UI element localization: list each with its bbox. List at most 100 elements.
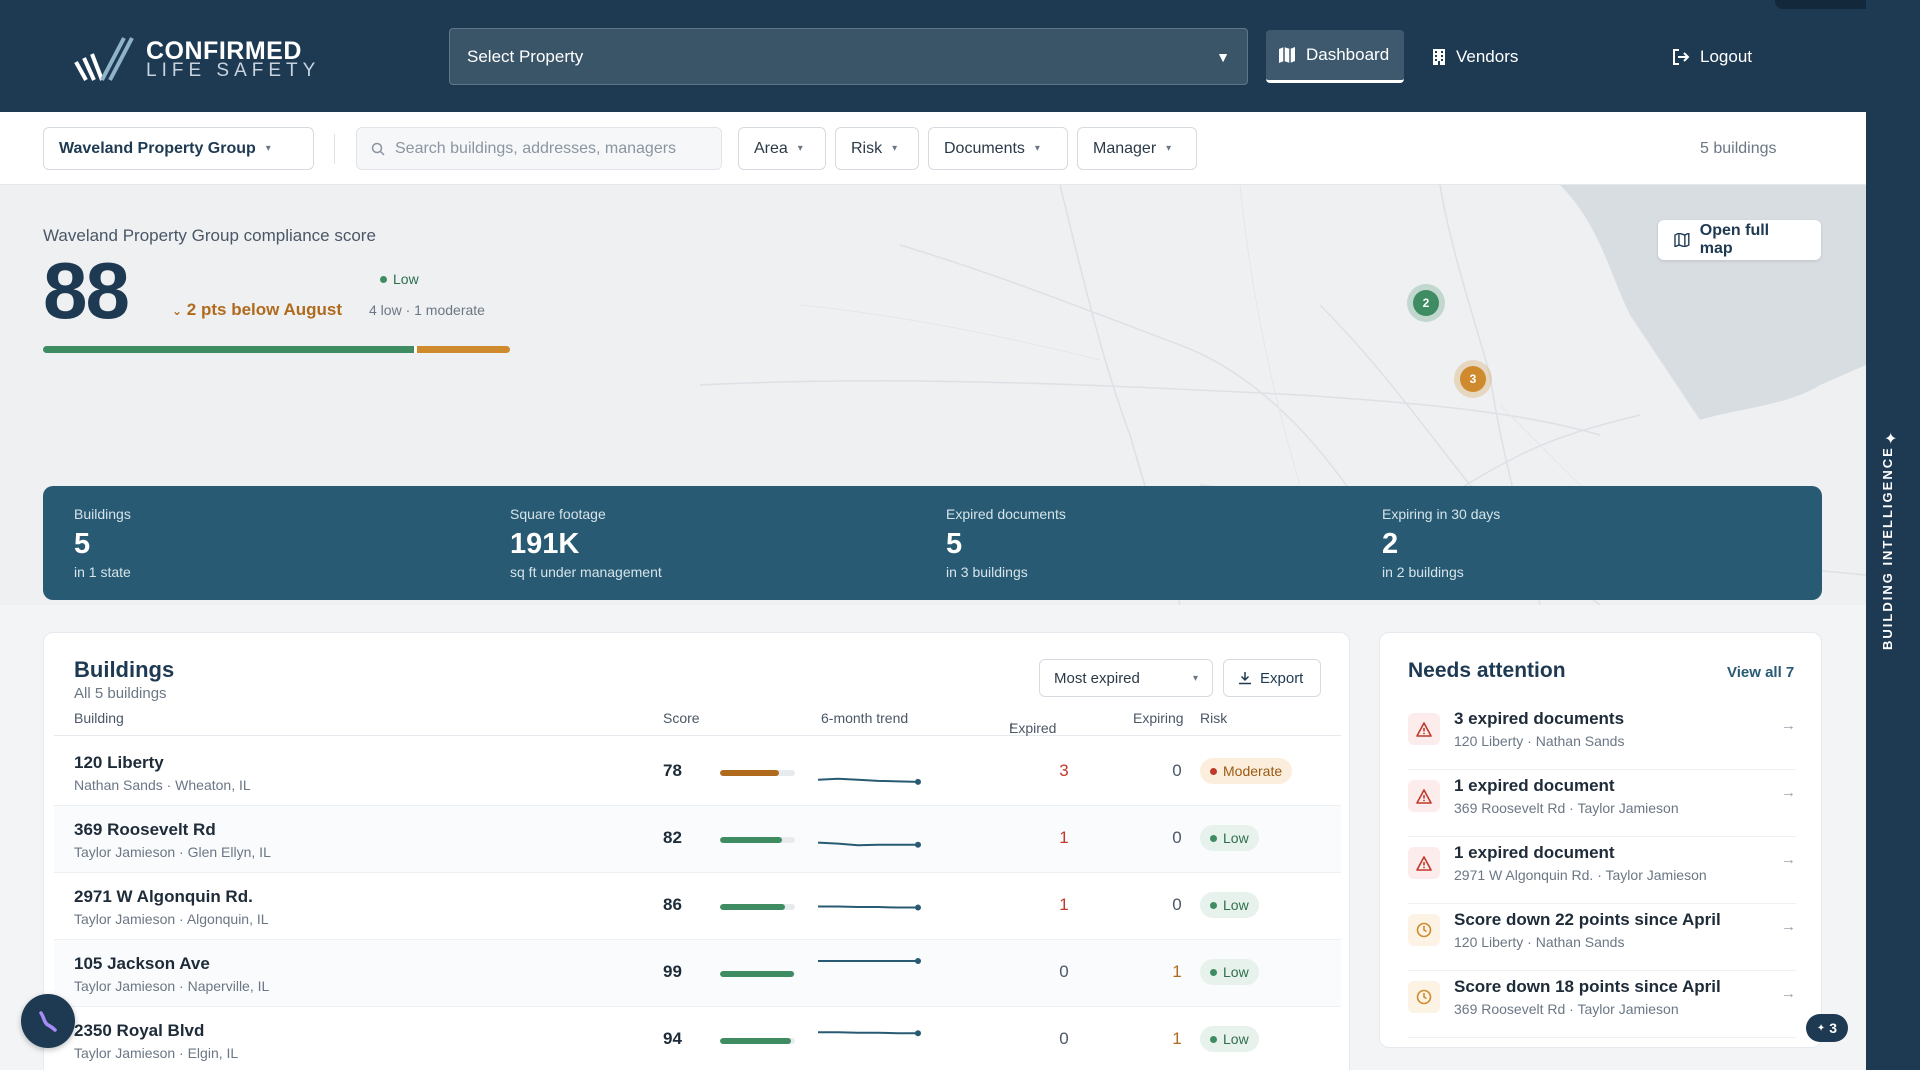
arrow-right-icon: → (1781, 851, 1796, 868)
chevron-down-icon: ⌄ (172, 304, 183, 318)
expired-count: 0 (1059, 1029, 1069, 1048)
building-intelligence-rail[interactable] (1866, 0, 1920, 1070)
stat-buildings: Buildings 5 in 1 state (74, 506, 131, 580)
score-bar-fill (720, 1038, 791, 1044)
search-input[interactable]: Search buildings, addresses, managers (395, 139, 677, 157)
building-count: 5 buildings (1700, 140, 1777, 157)
score-bar (720, 904, 795, 910)
col-expiring[interactable]: Expiring (1133, 710, 1184, 726)
search-field[interactable]: Search buildings, addresses, managers (356, 127, 722, 170)
compliance-score-label: Waveland Property Group compliance score (43, 226, 376, 245)
table-row[interactable]: 105 Jackson Ave Taylor Jamieson · Napervi… (54, 940, 1341, 1007)
area-filter-label: Area (754, 139, 788, 157)
stat-value: 5 (946, 528, 963, 560)
sparkle-icon: ✦ (1884, 431, 1898, 448)
building-icon (1433, 48, 1445, 65)
trend-sparkline (817, 841, 921, 848)
risk-badge-label: Moderate (1223, 763, 1283, 779)
attention-item[interactable]: 1 expired document 369 Roosevelt Rd · Tay… (1408, 770, 1796, 837)
trend-line (818, 1031, 918, 1035)
trend-endpoint (915, 1030, 921, 1037)
building-name[interactable]: 120 Liberty (74, 753, 164, 772)
logo-mark-icon (74, 37, 134, 81)
nav-logout[interactable]: Logout (1660, 30, 1764, 83)
trend-endpoint (915, 841, 921, 848)
building-name[interactable]: 105 Jackson Ave (74, 954, 210, 973)
compliance-bar-low (43, 346, 415, 353)
compliance-bar (43, 346, 510, 353)
col-score[interactable]: Score (663, 710, 700, 726)
attention-title: Score down 22 points since April (1454, 910, 1721, 929)
view-all-link[interactable]: View all 7 (1727, 664, 1795, 681)
expired-count: 1 (1059, 895, 1069, 914)
score-bar-fill (720, 904, 785, 910)
risk-filter[interactable]: Risk ▾ (835, 127, 919, 170)
stat-expired-documents: Expired documents 5 in 3 buildings (946, 506, 1066, 580)
sort-select[interactable]: Most expired ▾ (1039, 659, 1213, 697)
stats-banner: Buildings 5 in 1 state Square footage 19… (43, 486, 1822, 600)
table-row[interactable]: 2971 W Algonquin Rd. Taylor Jamieson · Al… (54, 873, 1341, 940)
area-filter[interactable]: Area ▾ (738, 127, 826, 170)
attention-subtitle: 2971 W Algonquin Rd. · Taylor Jamieson (1454, 867, 1707, 883)
open-full-map-button[interactable]: Open full map (1658, 220, 1821, 260)
map-pin-moderate[interactable]: 3 (1460, 366, 1486, 392)
assistant-button[interactable] (21, 994, 75, 1048)
risk-badge-label: Low (1223, 964, 1249, 980)
attention-title: 3 expired documents (1454, 709, 1625, 728)
download-icon (1239, 672, 1251, 685)
expired-count: 0 (1059, 962, 1069, 981)
stat-label: Buildings (74, 506, 131, 522)
status-dot (1210, 834, 1217, 842)
map-icon (1674, 233, 1690, 247)
expiring-count: 0 (1172, 895, 1182, 914)
building-meta: Taylor Jamieson · Naperville, IL (74, 978, 270, 994)
stat-value: 191K (510, 528, 580, 560)
notification-badge[interactable]: ✦ 3 (1806, 1014, 1848, 1042)
export-button[interactable]: Export (1223, 659, 1321, 697)
attention-item[interactable]: Score down 18 points since April 369 Roos… (1408, 971, 1796, 1038)
building-score: 86 (663, 895, 682, 914)
col-risk[interactable]: Risk (1200, 710, 1228, 726)
attention-title: 1 expired document (1454, 843, 1615, 862)
score-change-label: 2 pts below August (186, 300, 343, 319)
stat-value: 5 (74, 528, 91, 560)
building-name[interactable]: 369 Roosevelt Rd (74, 820, 216, 839)
arrow-right-icon: → (1781, 918, 1796, 935)
buildings-card: Buildings All 5 buildings Most expired ▾… (43, 632, 1350, 1070)
nav-vendors[interactable]: Vendors (1420, 30, 1530, 83)
map-icon (1279, 47, 1295, 63)
plus-icon: ✦ (1816, 1022, 1826, 1034)
documents-filter[interactable]: Documents ▾ (928, 127, 1068, 170)
attention-item[interactable]: 3 expired documents 120 Liberty · Nathan … (1408, 703, 1796, 770)
risk-badge: Low (1200, 825, 1259, 851)
building-name[interactable]: 2971 W Algonquin Rd. (74, 887, 253, 906)
clock-icon (1408, 914, 1440, 946)
nav-logout-label: Logout (1700, 46, 1752, 66)
attention-subtitle: 369 Roosevelt Rd · Taylor Jamieson (1454, 1001, 1679, 1017)
table-row[interactable]: 2350 Royal Blvd Taylor Jamieson · Elgin, … (54, 1007, 1341, 1070)
table-row[interactable]: 369 Roosevelt Rd Taylor Jamieson · Glen E… (54, 806, 1341, 873)
building-name[interactable]: 2350 Royal Blvd (74, 1021, 205, 1040)
table-row[interactable]: 120 Liberty Nathan Sands · Wheaton, IL 78 3… (54, 739, 1341, 806)
risk-badge: Low (1200, 892, 1259, 918)
manager-filter[interactable]: Manager ▾ (1077, 127, 1197, 170)
property-group-filter[interactable]: Waveland Property Group ▾ (43, 127, 314, 170)
expiring-count: 1 (1172, 962, 1182, 981)
col-expired-label: Expired (1009, 720, 1057, 736)
risk-badge-label: Low (1223, 830, 1249, 846)
col-building[interactable]: Building (74, 710, 124, 726)
search-icon (371, 142, 385, 156)
status-dot (1210, 1035, 1217, 1043)
nav-dashboard[interactable]: Dashboard (1266, 30, 1404, 83)
attention-item[interactable]: 1 expired document 2971 W Algonquin Rd. ·… (1408, 837, 1796, 904)
compliance-score-value: 88 (43, 246, 130, 335)
logo[interactable]: CONFIRMED LIFE SAFETY (72, 36, 320, 82)
expired-count: 3 (1059, 761, 1069, 780)
select-property-dropdown[interactable]: Select Property ▼ (449, 28, 1248, 85)
attention-item[interactable]: Score down 22 points since April 120 Libe… (1408, 904, 1796, 971)
clock-icon (1408, 981, 1440, 1013)
trend-line (817, 841, 918, 847)
status-dot (1210, 901, 1217, 909)
score-bar-fill (720, 770, 779, 776)
map-pin-low[interactable]: 2 (1413, 290, 1439, 316)
